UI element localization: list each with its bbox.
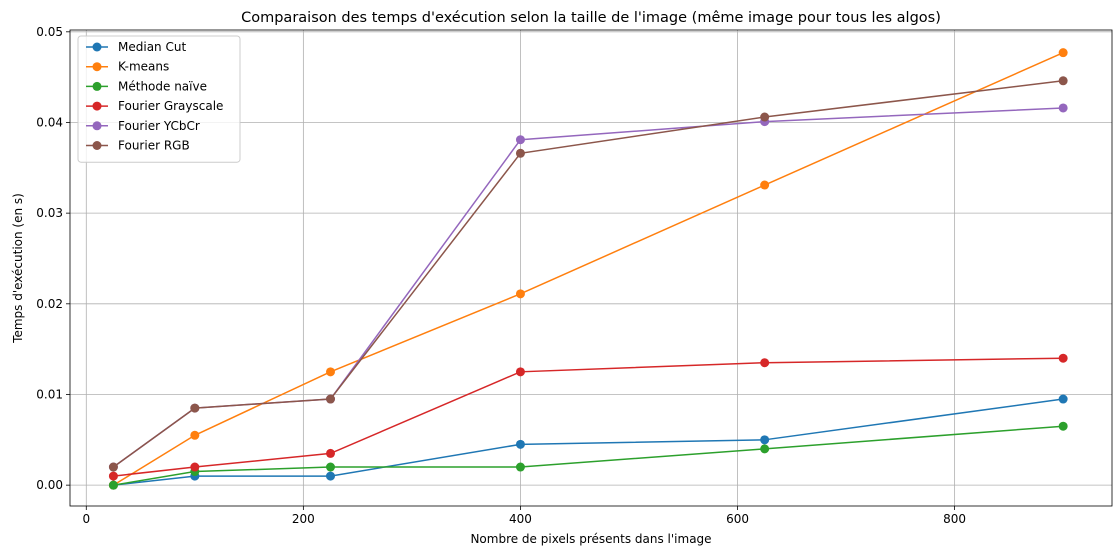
series-line: [112, 107, 1064, 468]
series-4: [108, 103, 1068, 472]
legend-entry: Méthode naïve: [86, 79, 207, 93]
data-point: [515, 135, 525, 145]
data-point: [760, 358, 770, 368]
series-5: [108, 76, 1068, 472]
legend-label: Méthode naïve: [118, 79, 207, 93]
x-tick-label: 400: [509, 512, 532, 526]
data-point: [190, 403, 200, 413]
series-layer: [108, 48, 1068, 490]
axes: 0 200 400 600 800 0.00 0.01 0.02 0.03 0.04 0.05: [36, 25, 1113, 526]
data-point: [326, 394, 335, 404]
y-axis-label: Temps d'exécution (en s): [11, 193, 25, 344]
legend-label: Fourier Grayscale: [118, 99, 223, 113]
legend-label: Median Cut: [118, 40, 186, 54]
plot-frame: [69, 29, 1113, 507]
x-tick-label: 0: [82, 512, 90, 526]
legend: Median Cut K-means Méthode naïve Fourier Gr…: [77, 35, 241, 163]
data-point: [1058, 48, 1068, 58]
data-point: [760, 444, 770, 454]
y-tick-label: 0.02: [36, 297, 63, 311]
legend-marker: [92, 81, 102, 91]
grid: [70, 30, 1112, 506]
data-point: [1058, 103, 1068, 113]
legend-box: [77, 35, 241, 163]
series-1: [108, 48, 1068, 490]
legend-marker: [92, 62, 102, 72]
data-point: [515, 148, 525, 158]
series-line: [113, 51, 1064, 486]
legend-entry: K-means: [86, 60, 169, 74]
series-line: [113, 357, 1064, 477]
y-tick-label: 0.05: [36, 25, 63, 39]
x-tick-label: 600: [726, 512, 749, 526]
data-point: [326, 448, 335, 458]
legend-label: Fourier RGB: [118, 139, 190, 153]
chart-title: Comparaison des temps d'exécution selon …: [241, 10, 941, 26]
series-0: [108, 394, 1068, 490]
data-point: [190, 430, 200, 440]
data-point: [760, 112, 770, 122]
data-point: [190, 462, 200, 472]
data-point: [515, 367, 525, 377]
data-point: [1058, 421, 1068, 431]
data-point: [326, 471, 335, 481]
data-point: [1058, 394, 1068, 404]
series-2: [108, 421, 1068, 490]
y-tick-label: 0.00: [36, 478, 63, 492]
series-line: [113, 425, 1064, 486]
data-point: [326, 367, 335, 377]
data-point: [515, 289, 525, 299]
x-tick-label: 800: [943, 512, 966, 526]
data-point: [108, 471, 118, 481]
legend-marker: [92, 141, 102, 150]
legend-marker: [92, 121, 102, 131]
series-line: [112, 80, 1064, 468]
data-point: [515, 462, 525, 472]
data-point: [108, 462, 118, 472]
data-point: [515, 439, 525, 449]
legend-marker: [92, 42, 102, 52]
legend-entry: Fourier RGB: [86, 139, 190, 153]
x-tick-label: 200: [292, 512, 315, 526]
data-point: [760, 435, 770, 445]
data-point: [108, 480, 118, 490]
x-axis-label: Nombre de pixels présents dans l'image: [470, 532, 711, 546]
legend-entry: Fourier YCbCr: [86, 119, 200, 133]
legend-entry: Fourier Grayscale: [86, 99, 223, 113]
series-line: [113, 398, 1064, 486]
legend-marker: [92, 101, 102, 111]
series-3: [108, 353, 1068, 481]
data-point: [1058, 353, 1068, 363]
data-point: [760, 180, 770, 190]
legend-entry: Median Cut: [86, 40, 186, 54]
data-point: [1058, 76, 1068, 86]
y-tick-label: 0.01: [36, 387, 63, 401]
y-tick-label: 0.04: [36, 115, 63, 129]
legend-label: Fourier YCbCr: [118, 119, 200, 133]
data-point: [326, 462, 335, 472]
legend-label: K-means: [118, 60, 169, 74]
y-tick-label: 0.03: [36, 206, 63, 220]
